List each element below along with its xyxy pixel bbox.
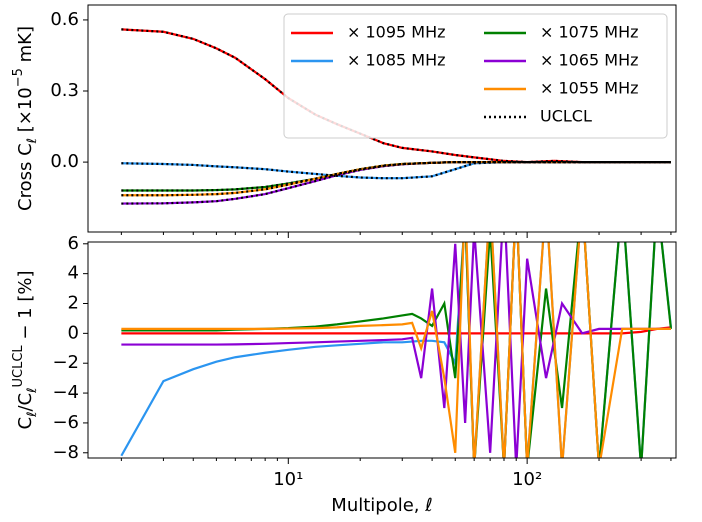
y-tick-label: 0.3 xyxy=(50,80,79,101)
plot-area xyxy=(121,28,671,205)
series-line xyxy=(121,242,671,458)
y-axis-label: Cℓ/CℓUCLCL − 1 [%] xyxy=(11,271,40,430)
reference-line xyxy=(121,28,671,164)
legend-label: × 1065 MHz xyxy=(540,51,639,70)
label-part: − 1 [%] xyxy=(15,271,36,346)
y-tick-label: 0.6 xyxy=(50,9,79,30)
label-part: ℓ xyxy=(25,412,40,418)
label-part: C xyxy=(15,417,36,430)
legend: × 1095 MHz × 1085 MHz × 1075 MHz × 1065 MHz… xyxy=(283,13,668,139)
x-tick-label: 10¹ xyxy=(273,469,303,490)
y-tick-label: −4 xyxy=(52,382,79,403)
label-part: ℓ xyxy=(25,138,40,144)
y-tick-label: −8 xyxy=(52,442,79,463)
series-line xyxy=(121,242,671,458)
series-line xyxy=(120,242,673,458)
label-part: [×10 xyxy=(15,87,36,138)
legend-label: × 1095 MHz xyxy=(347,23,446,42)
y-tick-label: −6 xyxy=(52,412,79,433)
y-tick-label: 0 xyxy=(68,322,79,343)
y-tick-label: 6 xyxy=(68,233,79,254)
y-axis-label: Cross Cℓ [×10−5 mK] xyxy=(11,26,40,211)
plot-area xyxy=(120,242,673,458)
legend-label: × 1085 MHz xyxy=(347,51,446,70)
label-part: Cross C xyxy=(15,143,36,211)
x-axis-label: Multipole, ℓ xyxy=(331,495,432,516)
y-tick-label: 2 xyxy=(68,293,79,314)
y-tick-label: 4 xyxy=(68,263,79,284)
reference-line xyxy=(121,161,671,180)
label-part: ℓ xyxy=(25,388,40,394)
y-tick-label: −2 xyxy=(52,352,79,373)
legend-label: × 1055 MHz xyxy=(540,79,639,98)
label-part: mK] xyxy=(15,26,36,68)
y-tick-label: 0.0 xyxy=(50,151,79,172)
label-part: −5 xyxy=(11,68,26,87)
series-line xyxy=(121,161,671,205)
axes-frame xyxy=(87,241,677,459)
label-part: UCLCL xyxy=(11,345,26,388)
reference-line xyxy=(121,161,671,205)
legend-label: × 1075 MHz xyxy=(540,23,639,42)
legend-frame xyxy=(283,13,668,139)
x-tick-label: 10² xyxy=(512,469,542,490)
label-part: /C xyxy=(15,393,36,412)
axes-frame xyxy=(87,4,677,233)
legend-label: UCLCL xyxy=(540,107,592,126)
